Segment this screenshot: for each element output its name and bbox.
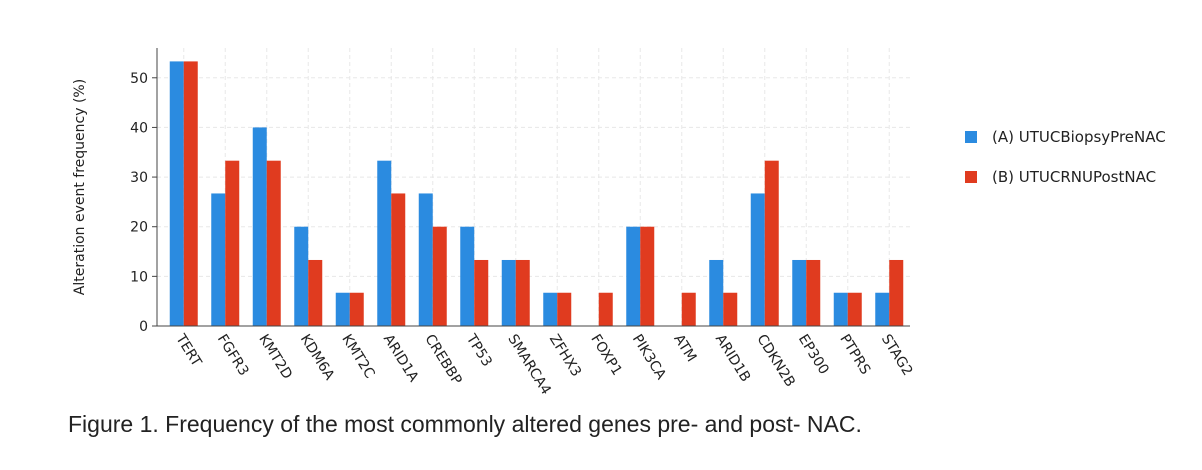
bar bbox=[501, 259, 516, 326]
bar bbox=[833, 292, 848, 326]
legend-swatch bbox=[965, 131, 977, 143]
bar bbox=[875, 292, 890, 326]
x-tick-label: PIK3CA bbox=[629, 332, 669, 383]
bar bbox=[308, 259, 323, 326]
bar bbox=[681, 292, 696, 326]
x-tick-label: ARID1A bbox=[380, 332, 422, 386]
legend-swatch bbox=[965, 171, 977, 183]
x-tick-label: KMT2D bbox=[255, 332, 295, 382]
bar bbox=[294, 226, 309, 326]
legend-label: (B) UTUCRNUPostNAC bbox=[992, 168, 1156, 186]
x-tick-label: FGFR3 bbox=[214, 332, 252, 379]
bar bbox=[252, 127, 267, 326]
bar bbox=[792, 259, 807, 326]
y-tick-label: 40 bbox=[130, 120, 148, 136]
legend-label: (A) UTUCBiopsyPreNAC bbox=[992, 128, 1166, 146]
bar bbox=[543, 292, 558, 326]
bar bbox=[598, 292, 613, 326]
bar bbox=[474, 259, 489, 326]
bar bbox=[723, 292, 738, 326]
bar bbox=[460, 226, 475, 326]
x-tick-label: TP53 bbox=[462, 331, 495, 370]
x-tick-label: ATM bbox=[670, 332, 699, 365]
bar bbox=[432, 226, 447, 326]
y-tick-label: 10 bbox=[130, 269, 148, 285]
x-tick-label: ARID1B bbox=[712, 332, 754, 385]
x-tick-label: CDKN2B bbox=[753, 332, 798, 390]
bar bbox=[764, 160, 779, 326]
bar bbox=[640, 226, 655, 326]
bar bbox=[750, 193, 765, 326]
bar bbox=[266, 160, 281, 326]
bar bbox=[225, 160, 240, 326]
x-tick-label: KMT2C bbox=[338, 332, 377, 382]
bar bbox=[211, 193, 226, 326]
bar bbox=[709, 259, 724, 326]
bar bbox=[889, 259, 904, 326]
bar bbox=[335, 292, 350, 326]
y-tick-label: 50 bbox=[130, 71, 148, 87]
bar bbox=[349, 292, 364, 326]
bar bbox=[377, 160, 392, 326]
y-tick-label: 20 bbox=[130, 220, 148, 236]
bar bbox=[515, 259, 530, 326]
x-tick-label: FOXP1 bbox=[587, 332, 624, 379]
bar bbox=[557, 292, 572, 326]
y-tick-label: 0 bbox=[139, 319, 148, 335]
bar bbox=[169, 61, 184, 327]
bar bbox=[391, 193, 406, 326]
bar bbox=[418, 193, 433, 326]
bar bbox=[806, 259, 821, 326]
x-tick-label: SMARCA4 bbox=[504, 332, 554, 398]
bar bbox=[183, 61, 198, 327]
x-tick-label: STAG2 bbox=[878, 332, 916, 379]
x-tick-label: KDM6A bbox=[297, 332, 338, 384]
x-tick-label: TERT bbox=[172, 331, 205, 370]
y-tick-label: 30 bbox=[130, 170, 148, 186]
x-tick-label: EP300 bbox=[795, 332, 832, 378]
bar bbox=[847, 292, 862, 326]
caption: Figure 1. Frequency of the most commonly… bbox=[68, 411, 862, 437]
x-tick-label: PTPRS bbox=[836, 332, 873, 378]
x-tick-label: ZFHX3 bbox=[546, 332, 584, 380]
x-tick-label: CREBBP bbox=[421, 332, 464, 388]
bar bbox=[626, 226, 641, 326]
y-axis-label: Alteration event frequency (%) bbox=[72, 79, 88, 295]
